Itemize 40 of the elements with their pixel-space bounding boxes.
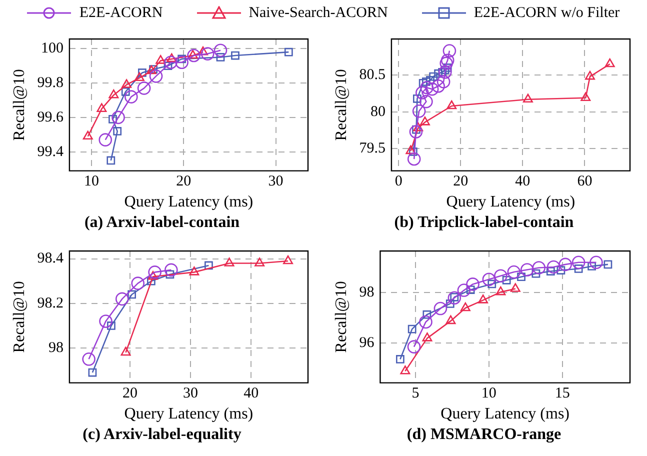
y-tick-label: 99.6 bbox=[37, 109, 64, 126]
legend-label: E2E-ACORN w/o Filter bbox=[474, 4, 620, 22]
x-tick-label: 30 bbox=[268, 174, 284, 190]
y-tick-label: 98 bbox=[359, 284, 374, 300]
y-axis-title: Recall@10 bbox=[332, 281, 350, 353]
y-tick-label: 80 bbox=[370, 104, 386, 120]
x-tick-label: 0 bbox=[394, 174, 402, 190]
y-tick-label: 98.2 bbox=[37, 295, 64, 312]
y-tick-label: 99.4 bbox=[37, 144, 64, 160]
x-axis-title: Query Latency (ms) bbox=[124, 194, 254, 211]
y-tick-label: 100 bbox=[40, 40, 64, 57]
x-tick-label: 20 bbox=[453, 174, 468, 190]
y-tick-label: 79.5 bbox=[359, 140, 386, 157]
y-tick-label: 99.8 bbox=[37, 74, 64, 91]
y-axis-title: Recall@10 bbox=[10, 281, 28, 353]
text: (d) MSMARCO-range bbox=[406, 426, 562, 444]
x-tick-label: 5 bbox=[412, 386, 420, 402]
text: (a) Arxiv-label-contain bbox=[83, 214, 241, 232]
x-tick-label: 40 bbox=[515, 174, 530, 190]
x-tick-label: 10 bbox=[84, 174, 100, 190]
text: (b) Tripclick-label-contain bbox=[393, 214, 575, 232]
x-tick-label: 60 bbox=[577, 174, 592, 190]
y-axis-title: Recall@10 bbox=[332, 69, 350, 141]
text: (c) Arxiv-label-equality bbox=[82, 426, 242, 444]
x-tick-label: 15 bbox=[554, 386, 570, 402]
x-tick-label: 20 bbox=[122, 386, 138, 402]
y-tick-label: 80.5 bbox=[359, 67, 386, 84]
y-tick-label: 98.4 bbox=[37, 250, 64, 267]
y-axis-title: Recall@10 bbox=[10, 69, 28, 141]
y-tick-label: 98 bbox=[48, 340, 64, 356]
x-tick-label: 30 bbox=[183, 386, 198, 402]
legend-label: E2E-ACORN bbox=[79, 4, 163, 22]
x-axis-title: Query Latency (ms) bbox=[440, 406, 570, 423]
x-axis-title: Query Latency (ms) bbox=[124, 406, 254, 423]
x-tick-label: 40 bbox=[244, 386, 259, 402]
x-axis-title: Query Latency (ms) bbox=[446, 194, 576, 211]
x-tick-label: 20 bbox=[176, 174, 192, 190]
y-tick-label: 96 bbox=[359, 334, 375, 351]
x-tick-label: 10 bbox=[481, 386, 496, 402]
legend-label: Naive-Search-ACORN bbox=[248, 4, 388, 22]
